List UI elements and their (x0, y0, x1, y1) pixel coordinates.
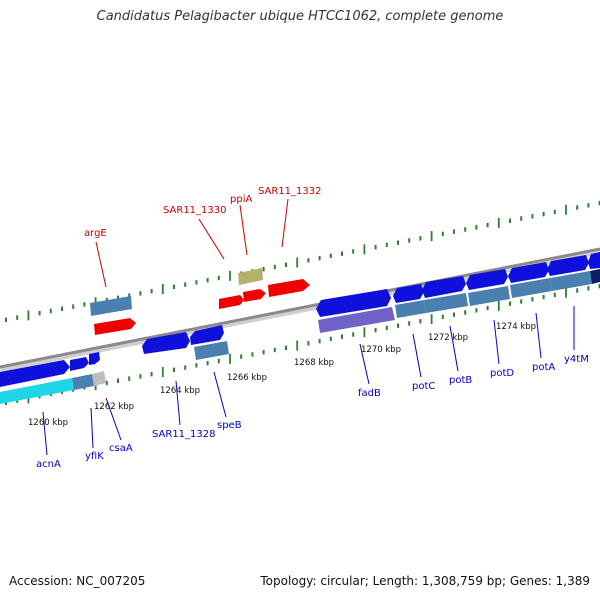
gene-label-csaA: csaA (109, 443, 133, 454)
gene-label-SAR11_1332: SAR11_1332 (258, 186, 322, 197)
leader-potD (493, 319, 500, 365)
gene-argE-rna (94, 318, 136, 335)
leader-lines (42, 198, 575, 456)
genome-backbone (0, 247, 600, 372)
leader-potB (449, 325, 459, 372)
scale-label: 1264 kbp (160, 386, 200, 396)
gene-potC-feature (395, 300, 426, 318)
leader-acnA (42, 411, 48, 456)
gene-SAR11_1332-rna (268, 279, 310, 297)
scale-label: 1272 kbp (428, 333, 468, 343)
gene-yfiK-feature (72, 374, 94, 390)
leader-SAR11_1332 (281, 198, 289, 248)
accession-text: Accession: NC_007205 (9, 574, 146, 588)
gene-potD-cds (466, 269, 508, 290)
gene-label-ppiA: ppiA (230, 194, 252, 205)
scale-label: 1270 kbp (361, 345, 401, 355)
leader-yfiK (90, 407, 94, 449)
gene-label-SAR11_1330: SAR11_1330 (163, 205, 227, 216)
gene-potB-cds (422, 276, 466, 298)
leader-fadB (359, 343, 370, 385)
scale-labels: 1260 kbp 1262 kbp 1264 kbp 1266 kbp 1268… (28, 322, 536, 428)
gene-label-potB: potB (449, 375, 472, 386)
gene-csaA-cds (89, 352, 100, 365)
gene-ppiA-rna (243, 289, 266, 302)
gene-label-acnA: acnA (36, 459, 61, 470)
leader-SAR11_1330 (198, 218, 225, 260)
forward-features (90, 268, 310, 335)
topology-text: Topology: circular; Length: 1,308,759 bp… (260, 574, 590, 588)
scale-label: 1266 kbp (227, 373, 267, 383)
gene-fadB-cds (316, 289, 391, 317)
reverse-features (0, 252, 600, 404)
map-title: Candidatus Pelagibacter ubique HTCC1062,… (96, 9, 504, 24)
gene-csaA-feature (92, 371, 106, 386)
gene-SAR11_1328-cds (142, 332, 190, 354)
leader-potA (535, 312, 542, 359)
gene-labels-bottom: acnA yfiK csaA SAR11_1328 speB fadB potC… (36, 354, 589, 470)
gene-fadB-domain (318, 307, 395, 333)
gene-SAR11_1330-rna (219, 295, 244, 309)
gene-potD-feature (468, 286, 510, 306)
gene-speB-cds (190, 325, 224, 345)
gene-label-y4tM: y4tM (564, 354, 589, 365)
backbone-line (0, 247, 600, 369)
gene-potA-feature (510, 278, 552, 298)
gene-acnA-domain (0, 378, 74, 404)
scale-label: 1260 kbp (28, 418, 68, 428)
gene-label-potA: potA (532, 362, 555, 373)
gene-label-SAR11_1328: SAR11_1328 (152, 429, 216, 440)
gene-label-argE: argE (84, 228, 107, 239)
leader-ppiA (239, 204, 248, 256)
gene-labels-top: argE SAR11_1330 ppiA SAR11_1332 (84, 186, 322, 239)
leader-speB (213, 371, 227, 418)
gene-potA-cds (508, 262, 549, 283)
gene-label-potC: potC (412, 381, 435, 392)
gene-speB-feature (194, 341, 229, 360)
gene-acnA-cds (0, 360, 70, 387)
gene-label-fadB: fadB (358, 388, 381, 399)
gene-label-potD: potD (490, 368, 514, 379)
backbone-shadow (0, 248, 600, 372)
gene-y4tM-feature (550, 271, 592, 291)
gene-potC-cds (393, 284, 424, 303)
gene-potB-feature (424, 293, 468, 313)
gene-ppiA-pseudo (238, 268, 263, 285)
gene-label-speB: speB (217, 420, 242, 431)
scale-label: 1262 kbp (94, 402, 134, 412)
leader-csaA (105, 397, 122, 441)
gene-label-yfiK: yfiK (85, 451, 104, 462)
gene-yfiK-cds (70, 357, 89, 371)
gene-next-feature (590, 269, 600, 284)
leader-argE (95, 241, 107, 288)
leader-potC (412, 333, 422, 378)
gene-y4tM-cds (547, 255, 589, 276)
scale-label: 1268 kbp (294, 358, 334, 368)
scale-label: 1274 kbp (496, 322, 536, 332)
gene-argE-feature (90, 296, 132, 316)
leader-SAR11_1328 (175, 380, 181, 426)
gene-next-cds (588, 252, 600, 269)
